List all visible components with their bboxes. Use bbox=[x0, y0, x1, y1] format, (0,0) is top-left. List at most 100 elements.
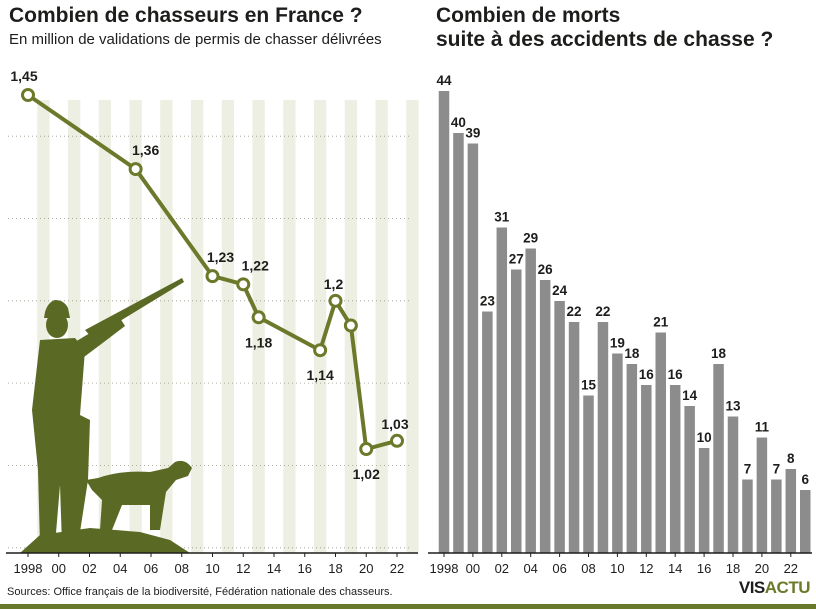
bar bbox=[511, 269, 522, 553]
data-point bbox=[328, 293, 343, 308]
bar bbox=[727, 416, 739, 553]
right-tick-label: 04 bbox=[523, 561, 537, 576]
year-stripe bbox=[375, 100, 388, 553]
bar-value-label: 16 bbox=[639, 367, 655, 382]
hunters-line-chart: 1998 00 02 04 06 08 10 12 14 16 18 20 22 1,45 1,36 1,2… bbox=[6, 68, 419, 576]
bar-value-label: 44 bbox=[436, 73, 452, 88]
hunter-hat bbox=[44, 300, 70, 318]
bar-value-label: 11 bbox=[755, 420, 770, 435]
left-tick-label: 04 bbox=[113, 561, 127, 576]
bar bbox=[612, 353, 623, 553]
bar-value-label: 21 bbox=[653, 315, 669, 330]
right-tick-label: 14 bbox=[668, 561, 682, 576]
bar bbox=[785, 469, 797, 553]
left-tick-label: 16 bbox=[298, 561, 312, 576]
year-stripe bbox=[129, 100, 142, 553]
right-tick-label: 20 bbox=[755, 561, 769, 576]
right-tick-label: 08 bbox=[581, 561, 595, 576]
left-tick-label: 08 bbox=[175, 561, 189, 576]
data-label: 1,14 bbox=[307, 367, 334, 383]
bar-value-label: 39 bbox=[465, 126, 480, 141]
bar bbox=[655, 332, 666, 553]
bar bbox=[626, 364, 638, 553]
bar-value-label: 10 bbox=[697, 430, 712, 445]
left-tick-label: 06 bbox=[144, 561, 158, 576]
bar bbox=[453, 133, 464, 553]
bar-value-label: 13 bbox=[725, 399, 741, 414]
data-point bbox=[359, 442, 374, 456]
data-label: 1,03 bbox=[381, 416, 408, 432]
bar-value-label: 31 bbox=[494, 210, 510, 225]
dog bbox=[86, 460, 192, 530]
bar bbox=[742, 479, 753, 553]
bar bbox=[467, 143, 479, 553]
right-tick-label: 10 bbox=[610, 561, 624, 576]
hunter-body bbox=[32, 338, 90, 545]
data-point bbox=[313, 343, 328, 358]
left-tick-label: 14 bbox=[267, 561, 281, 576]
bar bbox=[583, 395, 594, 553]
bar-value-label: 40 bbox=[451, 115, 466, 130]
year-stripe bbox=[313, 100, 327, 553]
bar-value-label: 7 bbox=[744, 462, 752, 477]
bar-value-label: 22 bbox=[567, 304, 582, 319]
bar bbox=[597, 322, 609, 553]
bar-value-label: 24 bbox=[552, 283, 568, 298]
bar bbox=[496, 227, 508, 553]
bar-value-label: 7 bbox=[773, 462, 781, 477]
hunter-arms bbox=[70, 318, 125, 360]
right-tick-label: 00 bbox=[466, 561, 480, 576]
right-tick-label: 1998 bbox=[430, 561, 459, 576]
data-point bbox=[205, 269, 220, 284]
right-tick-label: 02 bbox=[495, 561, 509, 576]
series-line bbox=[26, 93, 398, 451]
data-point bbox=[251, 310, 266, 325]
bar bbox=[771, 479, 782, 553]
year-stripe bbox=[252, 100, 265, 553]
data-point bbox=[343, 318, 358, 333]
year-stripe bbox=[406, 100, 419, 553]
hunter-head bbox=[46, 312, 68, 338]
bar bbox=[554, 301, 565, 553]
left-tick-label: 18 bbox=[328, 561, 342, 576]
brand-prefix: VIS bbox=[738, 578, 765, 597]
left-tick-label: 00 bbox=[52, 561, 66, 576]
bar bbox=[641, 385, 652, 553]
right-tick-label: 22 bbox=[784, 561, 798, 576]
bar-value-label: 29 bbox=[523, 231, 538, 246]
right-tick-label: 12 bbox=[639, 561, 653, 576]
bar bbox=[525, 248, 536, 553]
brand-suffix: ACTU bbox=[764, 578, 811, 597]
deaths-bar-chart: 4440392331272926242215221918162116141018… bbox=[428, 73, 812, 576]
bar-value-label: 6 bbox=[801, 472, 809, 487]
data-label: 1,2 bbox=[324, 276, 344, 292]
left-x-axis: 1998 00 02 04 06 08 10 12 14 16 18 20 22 bbox=[6, 552, 418, 576]
left-tick-label: 22 bbox=[390, 561, 404, 576]
bar-series: 4440392331272926242215221918162116141018… bbox=[436, 73, 811, 553]
bar bbox=[713, 364, 724, 553]
bar-value-label: 15 bbox=[581, 378, 597, 393]
left-tick-label: 1998 bbox=[14, 561, 43, 576]
bar bbox=[756, 437, 768, 553]
bar bbox=[482, 311, 493, 553]
year-stripe bbox=[221, 100, 235, 553]
data-label: 1,23 bbox=[207, 249, 234, 265]
bar bbox=[568, 322, 580, 553]
bar bbox=[539, 280, 551, 553]
data-point bbox=[236, 277, 251, 292]
left-gridlines bbox=[8, 135, 410, 549]
bar-value-label: 18 bbox=[711, 346, 727, 361]
year-stripe bbox=[283, 100, 296, 553]
data-label: 1,36 bbox=[132, 142, 159, 158]
hunter-and-dog-silhouette-icon bbox=[20, 278, 192, 553]
bar bbox=[669, 385, 681, 553]
bar-value-label: 27 bbox=[509, 252, 524, 267]
right-chart-title: Combien de morts suite à des accidents d… bbox=[436, 4, 806, 52]
bar-value-label: 23 bbox=[480, 294, 496, 309]
right-chart-title-line2: suite à des accidents de chasse ? bbox=[436, 28, 774, 51]
data-point bbox=[21, 88, 35, 102]
bar bbox=[684, 406, 695, 553]
bar bbox=[800, 490, 811, 553]
bar-value-label: 14 bbox=[682, 388, 698, 403]
